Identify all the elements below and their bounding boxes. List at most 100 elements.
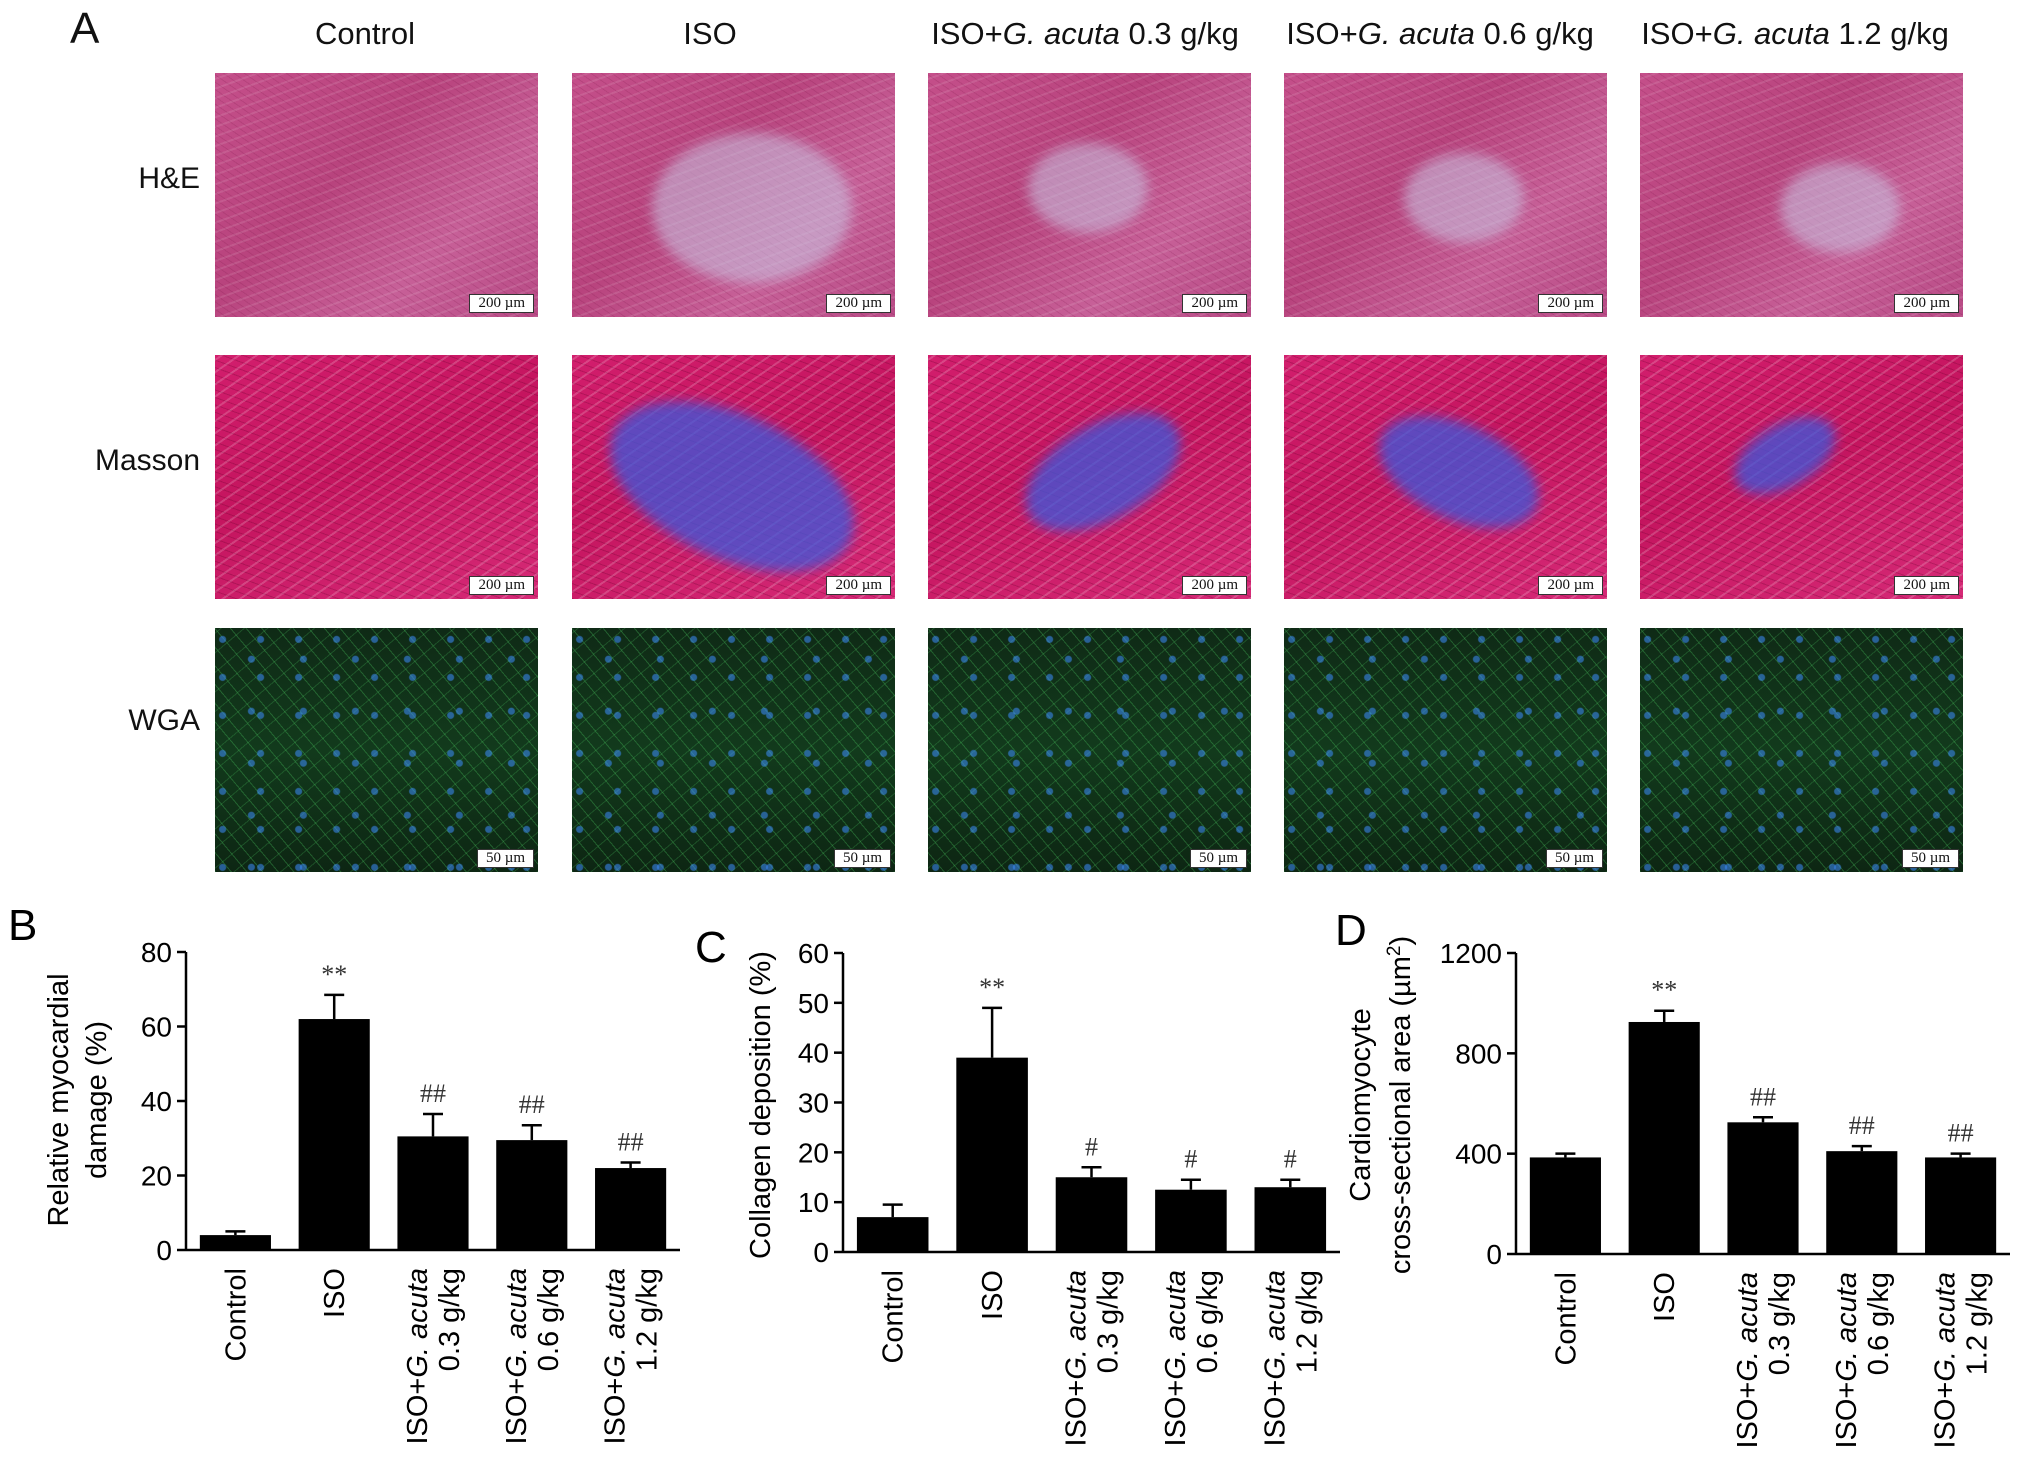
row-label: Masson — [94, 444, 200, 477]
micrograph-wga: 50 µm — [1640, 628, 1963, 872]
scale-bar: 50 µm — [1545, 849, 1603, 868]
significance-mark: ** — [321, 960, 347, 989]
significance-mark: # — [1085, 1132, 1098, 1161]
pale-region — [1780, 163, 1900, 253]
y-tick-label: 0 — [813, 1237, 829, 1268]
x-tick-label: ISO+G. acuta — [1160, 1270, 1192, 1447]
bar — [1826, 1151, 1898, 1254]
y-tick-label: 20 — [798, 1137, 829, 1168]
y-tick-label: 80 — [141, 937, 172, 968]
y-tick-label: 0 — [156, 1235, 172, 1266]
significance-mark: ## — [420, 1079, 446, 1108]
scale-bar: 200 µm — [826, 294, 891, 313]
micrograph-wga: 50 µm — [572, 628, 895, 872]
micrograph-he: 200 µm — [1640, 73, 1963, 317]
micrograph-ms: 200 µm — [1284, 355, 1607, 599]
scale-bar: 200 µm — [1182, 576, 1247, 595]
x-tick-label: 0.3 g/kg — [1764, 1272, 1796, 1375]
x-tick-label: Control — [878, 1270, 910, 1364]
x-tick-label: 1.2 g/kg — [1962, 1272, 1994, 1375]
bar — [1727, 1122, 1799, 1254]
micrograph-ms: 200 µm — [1640, 355, 1963, 599]
micrograph-wga: 50 µm — [928, 628, 1251, 872]
scale-bar: 50 µm — [476, 849, 534, 868]
x-tick-label: ISO+G. acuta — [1259, 1270, 1291, 1447]
x-tick-label: Control — [220, 1268, 252, 1362]
micrograph-he: 200 µm — [572, 73, 895, 317]
bar — [1529, 1157, 1601, 1254]
y-axis-label: Collagen deposition (%) — [745, 951, 777, 1259]
x-tick-label: 0.3 g/kg — [434, 1268, 466, 1371]
x-tick-label: ISO — [1649, 1272, 1681, 1322]
panel-letter: C — [695, 923, 727, 972]
y-tick-label: 40 — [141, 1086, 172, 1117]
micrograph-ms: 200 µm — [572, 355, 895, 599]
y-tick-label: 30 — [798, 1088, 829, 1119]
x-tick-label: ISO+G. acuta — [501, 1268, 533, 1445]
x-tick-label: ISO+G. acuta — [402, 1268, 434, 1445]
bar — [595, 1168, 667, 1250]
y-tick-label: 60 — [798, 938, 829, 969]
x-tick-label: 1.2 g/kg — [632, 1268, 664, 1371]
x-tick-label: ISO — [319, 1268, 351, 1318]
scale-bar: 200 µm — [1538, 294, 1603, 313]
significance-mark: ## — [1948, 1119, 1974, 1148]
column-header: ISO+G. acuta 0.3 g/kg — [931, 16, 1239, 51]
y-axis-label: cross-sectional area (µm2) — [1384, 936, 1418, 1274]
bar — [956, 1057, 1028, 1252]
pale-region — [1028, 143, 1148, 233]
scale-bar: 200 µm — [469, 294, 534, 313]
x-tick-label: 0.3 g/kg — [1093, 1270, 1125, 1373]
micrograph-wga: 50 µm — [215, 628, 538, 872]
scale-bar: 200 µm — [469, 576, 534, 595]
collagen-region — [583, 366, 881, 599]
significance-mark: # — [1184, 1145, 1197, 1174]
bar — [199, 1235, 271, 1250]
column-header: ISO — [683, 16, 737, 51]
x-tick-label: 0.6 g/kg — [1192, 1270, 1224, 1373]
micrograph-he: 200 µm — [1284, 73, 1607, 317]
pale-region — [652, 133, 852, 283]
y-tick-label: 800 — [1455, 1038, 1502, 1069]
x-tick-label: Control — [1550, 1272, 1582, 1366]
significance-mark: ** — [1651, 976, 1677, 1005]
y-axis-label: Cardiomyocyte — [1345, 1008, 1377, 1201]
column-header: Control — [315, 16, 415, 51]
y-tick-label: 400 — [1455, 1139, 1502, 1170]
significance-mark: # — [1284, 1145, 1297, 1174]
y-tick-label: 1200 — [1440, 938, 1502, 969]
collagen-region — [1006, 388, 1200, 555]
y-tick-label: 20 — [141, 1161, 172, 1192]
bar — [1155, 1189, 1227, 1252]
significance-mark: ** — [979, 973, 1005, 1002]
collagen-region — [1722, 401, 1848, 509]
micrograph-ms: 200 µm — [928, 355, 1251, 599]
x-tick-label: 0.6 g/kg — [1863, 1272, 1895, 1375]
scale-bar: 50 µm — [1189, 849, 1247, 868]
y-tick-label: 40 — [798, 1038, 829, 1069]
micrograph-he: 200 µm — [928, 73, 1251, 317]
y-tick-label: 50 — [798, 988, 829, 1019]
scale-bar: 200 µm — [1894, 576, 1959, 595]
bar — [1254, 1187, 1327, 1252]
column-header: ISO+G. acuta 1.2 g/kg — [1641, 16, 1949, 51]
row-label: WGA — [128, 704, 200, 737]
x-tick-label: ISO+G. acuta — [1930, 1272, 1962, 1449]
x-tick-label: 1.2 g/kg — [1291, 1270, 1323, 1373]
significance-mark: ## — [1750, 1082, 1776, 1111]
panel-letter: B — [8, 901, 37, 950]
scale-bar: 50 µm — [833, 849, 891, 868]
column-header: ISO+G. acuta 0.6 g/kg — [1286, 16, 1594, 51]
x-tick-label: ISO+G. acuta — [600, 1268, 632, 1445]
x-tick-label: ISO — [977, 1270, 1009, 1320]
x-tick-label: 0.6 g/kg — [533, 1268, 565, 1371]
y-axis-label: Relative myocardial — [43, 973, 75, 1226]
scale-bar: 200 µm — [826, 576, 891, 595]
significance-mark: ## — [519, 1090, 545, 1119]
y-axis-label: damage (%) — [81, 1021, 113, 1179]
micrograph-he: 200 µm — [215, 73, 538, 317]
bar — [856, 1217, 929, 1252]
pale-region — [1404, 153, 1524, 243]
y-tick-label: 10 — [798, 1187, 829, 1218]
scale-bar: 200 µm — [1182, 294, 1247, 313]
